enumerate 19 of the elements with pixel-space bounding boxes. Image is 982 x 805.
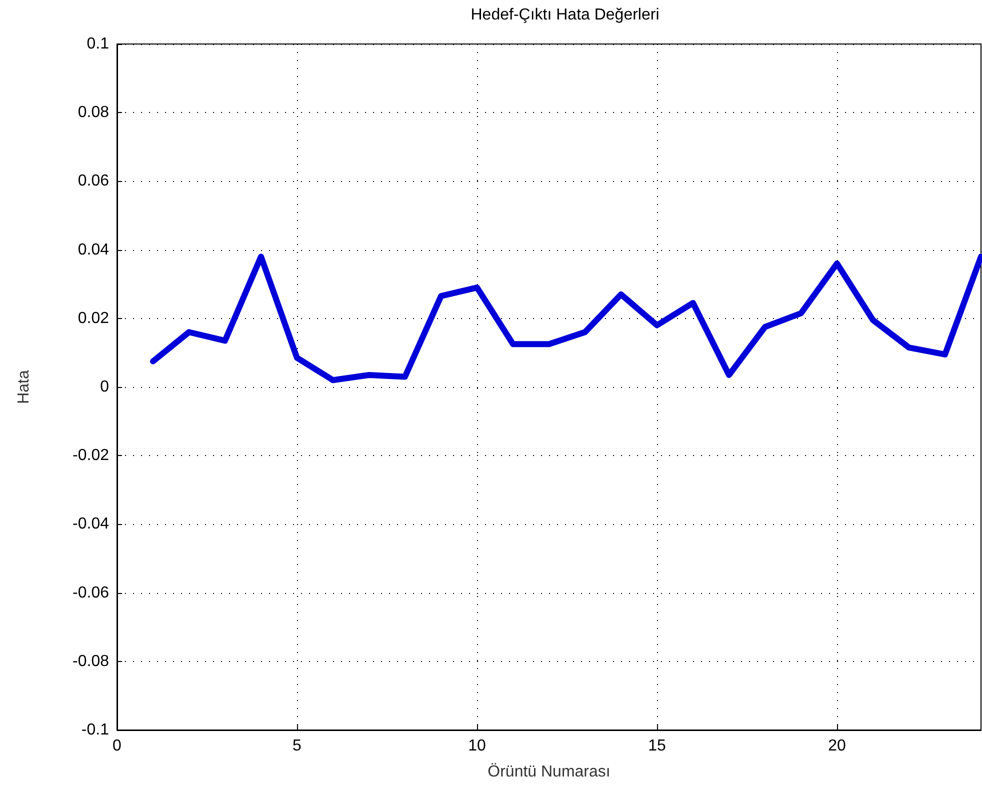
y-tick-label: 0.08: [78, 104, 110, 122]
chart-title: Hedef-Çıktı Hata Değerleri: [470, 6, 660, 24]
y-axis-title: Hata: [16, 370, 32, 404]
y-tick-label: -0.08: [72, 652, 110, 670]
y-tick-label: 0: [100, 378, 110, 396]
y-tick-label: 0.1: [86, 36, 110, 52]
y-tick-label: -0.04: [72, 516, 110, 533]
y-tick-label: -0.1: [81, 722, 110, 738]
y-tick-label: -0.02: [72, 447, 110, 464]
x-tick-label: 10: [468, 738, 486, 754]
y-tick-label: 0.06: [78, 172, 110, 190]
x-tick-label: 15: [648, 738, 666, 754]
y-tick-label: 0.04: [78, 241, 110, 258]
x-tick-label: 20: [828, 738, 846, 754]
y-tick-label: -0.06: [72, 584, 110, 602]
x-axis-title: Örüntü Numarası: [488, 762, 610, 780]
y-tick-label: 0.02: [78, 310, 110, 327]
x-tick-label: 0: [112, 738, 122, 754]
x-tick-label: 5: [292, 738, 302, 754]
